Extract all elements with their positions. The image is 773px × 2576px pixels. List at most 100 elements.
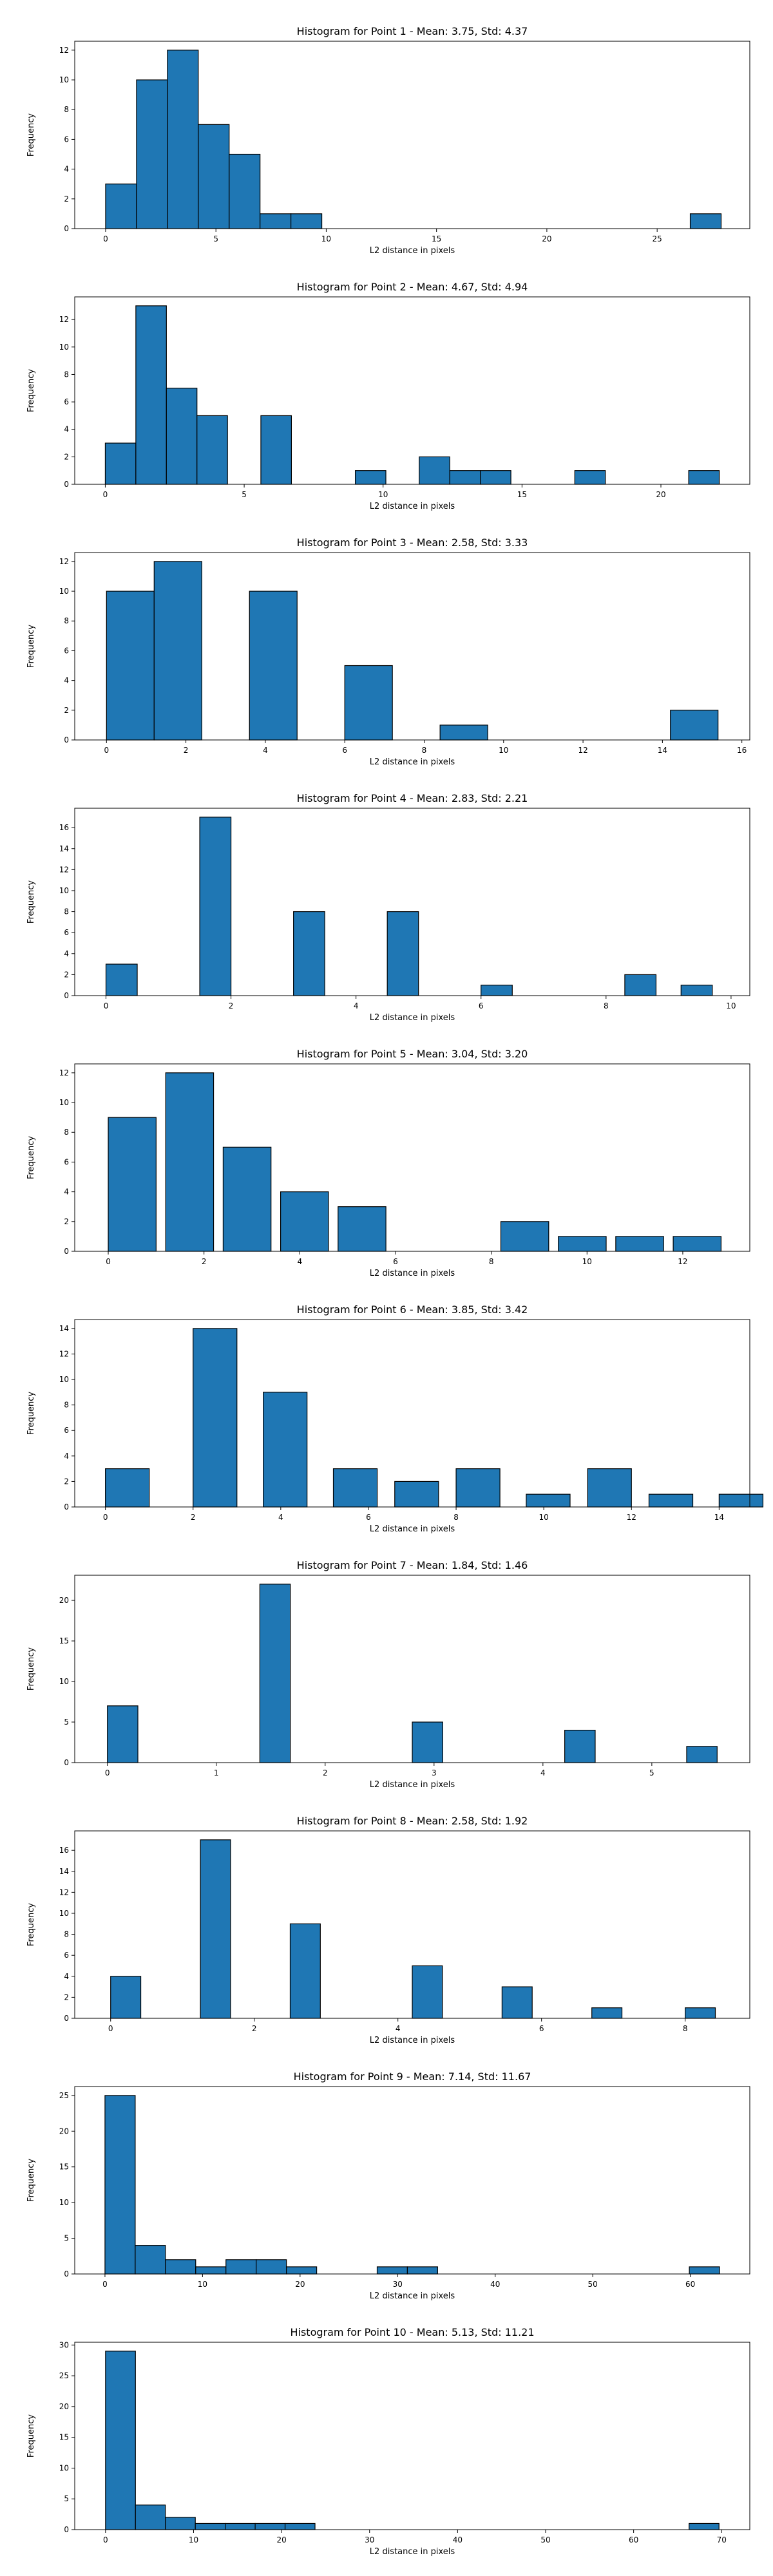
- chart-title: Histogram for Point 2 - Mean: 4.67, Std:…: [297, 281, 528, 293]
- chart-title: Histogram for Point 4 - Mean: 2.83, Std:…: [297, 792, 528, 804]
- y-axis-label: Frequency: [26, 2159, 36, 2202]
- plot-frame: [74, 1319, 750, 1508]
- histogram-bar: [260, 213, 292, 229]
- x-axis-label: L2 distance in pixels: [370, 1269, 455, 1278]
- histogram-bar: [110, 1976, 142, 2019]
- histogram-bar: [688, 470, 720, 485]
- y-tick-label: 4: [64, 676, 69, 685]
- plot-frame: [74, 1063, 750, 1252]
- y-tick-label: 4: [64, 949, 69, 958]
- x-tick-label: 2: [202, 1257, 207, 1266]
- histogram-bar: [574, 470, 606, 485]
- histogram-bar: [480, 470, 511, 485]
- y-tick-label: 16: [59, 1846, 69, 1855]
- x-tick-label: 8: [683, 2024, 688, 2033]
- y-tick-label: 20: [59, 1596, 69, 1605]
- x-tick-label: 10: [539, 1513, 549, 1522]
- y-tick-label: 8: [64, 105, 69, 114]
- histogram-bar: [284, 2523, 316, 2530]
- histogram-bar: [153, 561, 202, 741]
- x-tick-label: 2: [191, 1513, 196, 1522]
- histogram-bar: [199, 817, 232, 996]
- y-tick-label: 5: [64, 2234, 69, 2243]
- plot-frame: [74, 1830, 750, 2019]
- y-tick-label: 0: [64, 2269, 69, 2278]
- x-tick-label: 4: [298, 1257, 303, 1266]
- x-tick-label: 4: [396, 2024, 401, 2033]
- histogram-bar: [412, 1965, 443, 2019]
- y-tick-label: 0: [64, 480, 69, 489]
- x-tick-label: 15: [517, 490, 527, 499]
- x-axis-label: L2 distance in pixels: [370, 502, 455, 511]
- histogram-bar: [354, 470, 386, 485]
- x-tick-label: 40: [490, 2280, 500, 2289]
- y-tick-label: 4: [64, 425, 69, 434]
- x-tick-label: 0: [106, 1257, 111, 1266]
- histogram-bar: [229, 153, 261, 229]
- histogram-bar: [686, 1746, 718, 1763]
- x-tick-label: 6: [479, 1001, 484, 1010]
- y-tick-label: 8: [64, 1930, 69, 1939]
- histogram-bar: [291, 213, 323, 229]
- histogram-bar: [501, 1986, 533, 2019]
- histogram-bar: [500, 1221, 549, 1252]
- y-tick-label: 6: [64, 928, 69, 937]
- histogram-bar: [108, 1117, 157, 1252]
- x-tick-label: 0: [103, 490, 108, 499]
- x-tick-label: 60: [685, 2280, 695, 2289]
- y-tick-label: 30: [59, 2340, 69, 2349]
- x-tick-label: 30: [365, 2535, 374, 2544]
- x-tick-label: 14: [658, 746, 667, 755]
- x-tick-label: 40: [453, 2535, 463, 2544]
- histogram-bar: [104, 442, 137, 485]
- histogram-bar: [196, 415, 228, 485]
- y-tick-label: 10: [59, 886, 69, 895]
- histogram-bar: [689, 2266, 720, 2275]
- y-tick-label: 14: [59, 844, 69, 853]
- histogram-bar: [439, 724, 488, 741]
- y-tick-label: 0: [64, 2525, 69, 2534]
- histogram-bar: [135, 2505, 166, 2530]
- x-tick-label: 50: [540, 2535, 550, 2544]
- histogram-bar: [338, 1206, 386, 1252]
- histogram-bar: [254, 2523, 286, 2530]
- x-tick-label: 20: [656, 490, 665, 499]
- x-axis-label: L2 distance in pixels: [370, 1013, 455, 1023]
- histogram-bar: [449, 470, 481, 485]
- y-tick-label: 25: [59, 2091, 69, 2100]
- x-tick-label: 0: [104, 746, 109, 755]
- histogram-bar: [591, 2007, 623, 2019]
- histogram-bar: [165, 2259, 196, 2275]
- y-tick-label: 15: [59, 2433, 69, 2442]
- histogram-chart-7: Histogram for Point 7 - Mean: 1.84, Std:…: [26, 1559, 750, 1790]
- histogram-bar: [587, 1468, 632, 1508]
- x-tick-label: 0: [103, 234, 108, 243]
- histogram-bar: [412, 1721, 443, 1763]
- x-tick-label: 4: [278, 1513, 283, 1522]
- x-axis-label: L2 distance in pixels: [370, 1524, 455, 1534]
- x-tick-label: 8: [422, 746, 427, 755]
- x-tick-label: 12: [627, 1513, 636, 1522]
- histogram-bar: [263, 1392, 308, 1508]
- y-axis-label: Frequency: [26, 369, 36, 412]
- plot-frame: [74, 2086, 750, 2275]
- y-tick-label: 2: [64, 1477, 69, 1486]
- x-tick-label: 4: [263, 746, 268, 755]
- histogram-bar: [256, 2259, 287, 2275]
- histogram-bar: [193, 1328, 238, 1508]
- histogram-bar: [104, 2095, 136, 2275]
- y-tick-label: 10: [59, 587, 69, 596]
- histogram-bar: [167, 50, 199, 229]
- y-tick-label: 8: [64, 907, 69, 916]
- y-tick-label: 8: [64, 370, 69, 379]
- x-axis-label: L2 distance in pixels: [370, 2291, 455, 2301]
- x-tick-label: 10: [198, 2280, 207, 2289]
- histogram-bar: [648, 1493, 694, 1508]
- x-tick-label: 10: [321, 234, 331, 243]
- histogram-bar: [386, 911, 419, 996]
- histogram-bar: [195, 2266, 227, 2275]
- histogram-bar: [286, 2266, 318, 2275]
- plot-frame: [74, 296, 750, 485]
- y-tick-label: 6: [64, 1951, 69, 1960]
